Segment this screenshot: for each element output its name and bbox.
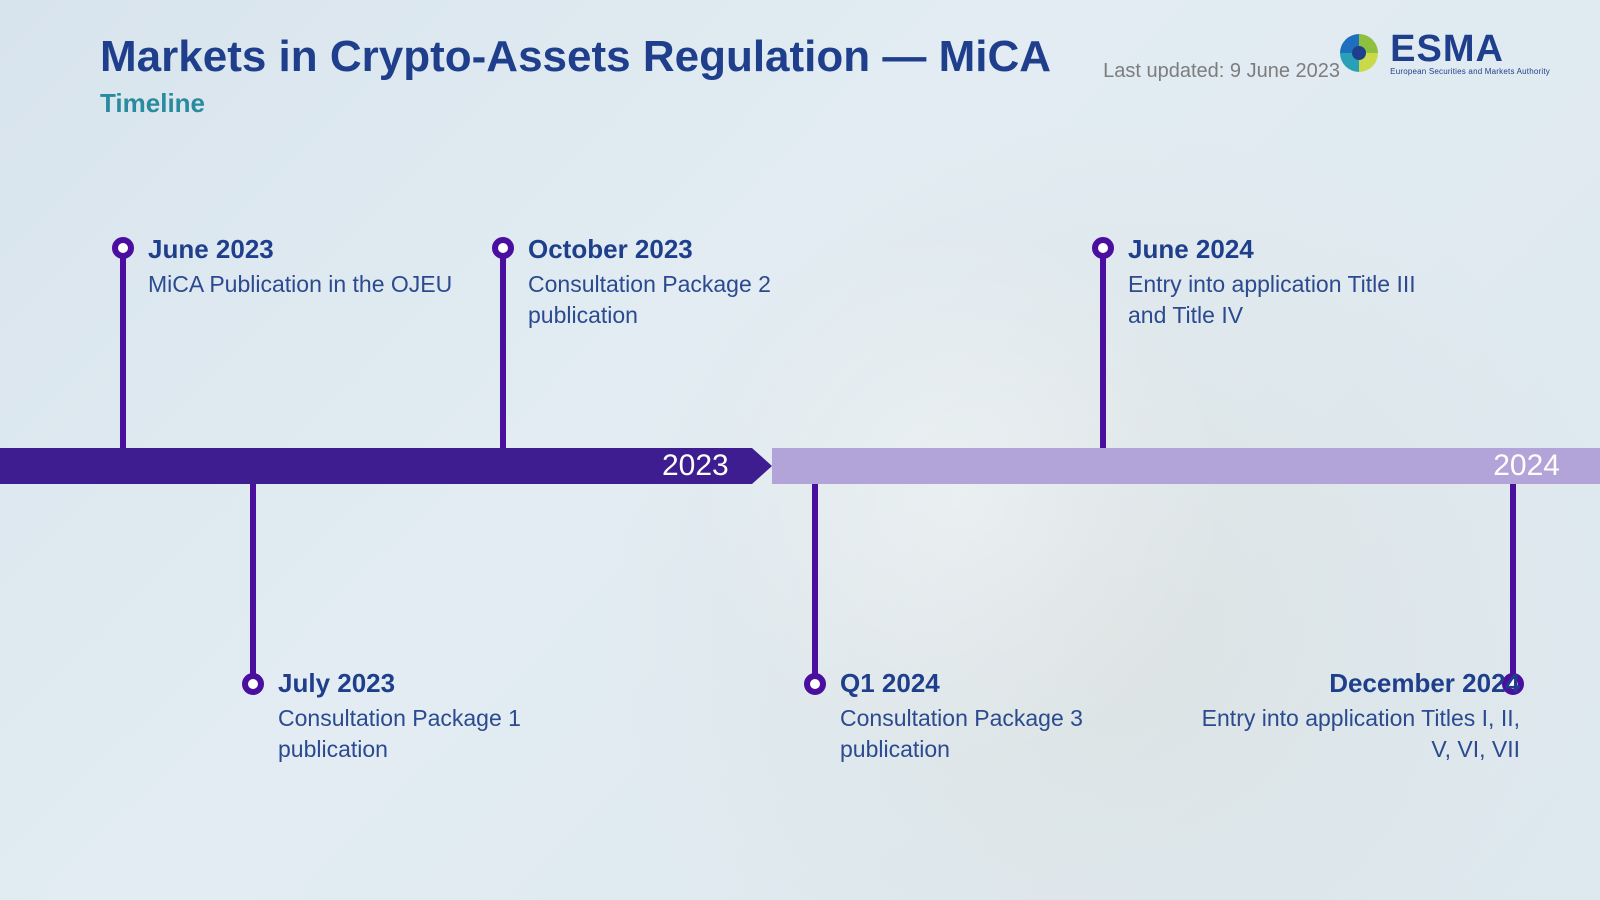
event-title: October 2023: [528, 234, 848, 265]
axis-label-2024: 2024: [1493, 448, 1560, 484]
timeline-axis: 2023 2024: [0, 448, 1600, 484]
timeline-dot: [492, 237, 514, 259]
timeline-dot: [1092, 237, 1114, 259]
timeline-stem: [120, 248, 126, 448]
event-desc: Consultation Package 3 publication: [840, 703, 1160, 765]
event-title: July 2023: [278, 668, 598, 699]
timeline-stem: [1510, 484, 1516, 684]
event-desc: Entry into application Title III and Tit…: [1128, 269, 1448, 331]
timeline-event: October 2023 Consultation Package 2 publi…: [528, 234, 848, 331]
timeline-dot: [242, 673, 264, 695]
axis-label-2023: 2023: [662, 448, 729, 484]
timeline-event: June 2023 MiCA Publication in the OJEU: [148, 234, 452, 300]
axis-segment-2023: [0, 448, 772, 484]
esma-logo: ESMA European Securities and Markets Aut…: [1336, 30, 1550, 76]
timeline-event: June 2024 Entry into application Title II…: [1128, 234, 1448, 331]
esma-logo-icon: [1336, 30, 1382, 76]
event-title: June 2023: [148, 234, 452, 265]
page-subtitle: Timeline: [100, 88, 1500, 119]
event-title: Q1 2024: [840, 668, 1160, 699]
timeline-stem: [500, 248, 506, 448]
event-desc: Entry into application Titles I, II, V, …: [1200, 703, 1520, 765]
event-title: June 2024: [1128, 234, 1448, 265]
timeline-event: Q1 2024 Consultation Package 3 publicatio…: [840, 668, 1160, 765]
timeline-stem: [250, 484, 256, 684]
event-title: December 2024: [1200, 668, 1520, 699]
esma-logo-text: ESMA: [1390, 30, 1550, 68]
timeline-stem: [812, 484, 818, 684]
event-desc: MiCA Publication in the OJEU: [148, 269, 452, 300]
timeline-event: July 2023 Consultation Package 1 publicat…: [278, 668, 598, 765]
last-updated: Last updated: 9 June 2023: [1103, 60, 1340, 83]
timeline-dot: [804, 673, 826, 695]
event-desc: Consultation Package 2 publication: [528, 269, 848, 331]
timeline-stem: [1100, 248, 1106, 448]
timeline-event: December 2024 Entry into application Titl…: [1200, 668, 1520, 765]
axis-segment-2024: [772, 448, 1600, 484]
esma-logo-subtext: European Securities and Markets Authorit…: [1390, 68, 1550, 76]
event-desc: Consultation Package 1 publication: [278, 703, 598, 765]
timeline-dot: [112, 237, 134, 259]
